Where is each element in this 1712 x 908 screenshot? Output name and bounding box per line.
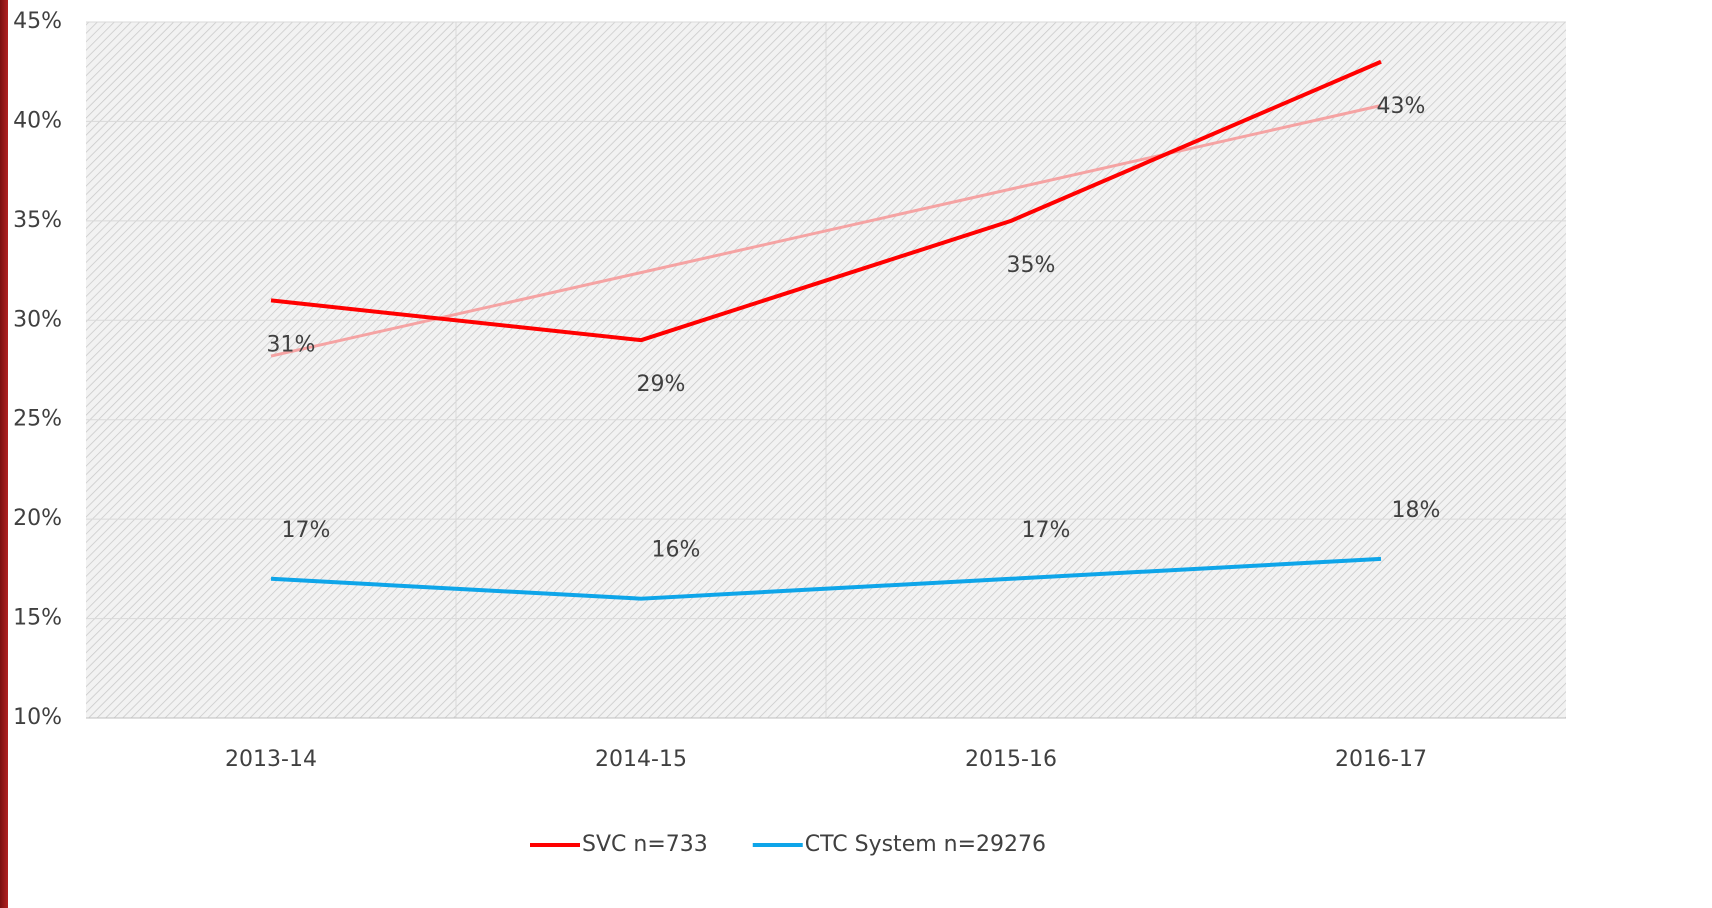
x-tick-label: 2015-16 xyxy=(965,747,1057,772)
series-line xyxy=(270,556,1382,601)
y-tick-label: 20% xyxy=(13,506,62,531)
y-tick-label: 35% xyxy=(13,208,62,233)
y-tick-label: 30% xyxy=(13,307,62,332)
data-label: 35% xyxy=(1007,253,1056,278)
y-tick-label: 40% xyxy=(13,108,62,133)
y-tick-label: 15% xyxy=(13,606,62,631)
data-label: 31% xyxy=(267,332,316,357)
side-strip xyxy=(0,0,8,908)
y-tick-label: 10% xyxy=(13,705,62,730)
data-label: 43% xyxy=(1377,94,1426,119)
x-tick-label: 2016-17 xyxy=(1335,747,1427,772)
legend-label: SVC n=733 xyxy=(582,832,708,857)
data-label: 16% xyxy=(652,538,701,563)
series-line xyxy=(270,59,1382,343)
data-label: 29% xyxy=(637,372,686,397)
x-tick-label: 2014-15 xyxy=(595,747,687,772)
y-tick-label: 25% xyxy=(13,407,62,432)
data-label: 17% xyxy=(1022,518,1071,543)
x-tick-label: 2013-14 xyxy=(225,747,317,772)
y-tick-label: 45% xyxy=(13,9,62,34)
data-label: 17% xyxy=(282,518,331,543)
legend-label: CTC System n=29276 xyxy=(805,832,1046,857)
trendline xyxy=(270,104,1382,358)
data-label: 18% xyxy=(1392,498,1441,523)
